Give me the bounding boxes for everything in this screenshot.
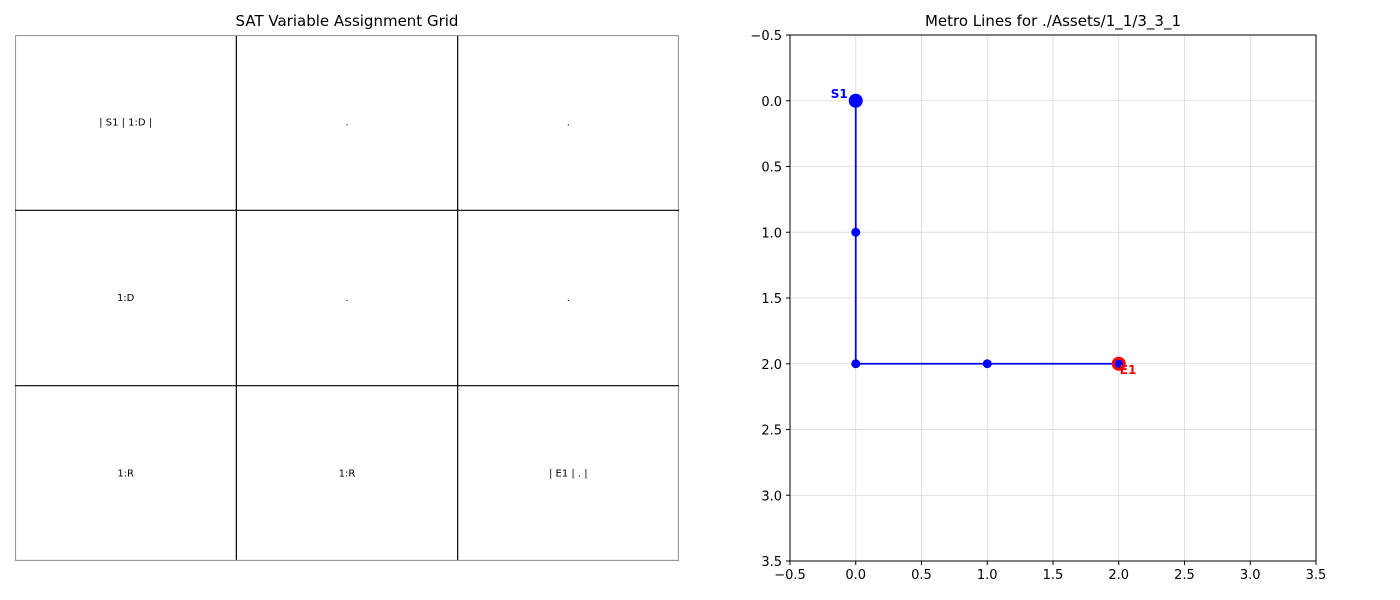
end-station-core (1114, 359, 1123, 368)
grid-cell-label: . (567, 293, 570, 304)
y-tick-label: 2.0 (761, 358, 782, 373)
grid-cell-label: | E1 | . | (549, 468, 588, 479)
y-tick-label: 3.5 (761, 555, 782, 570)
y-tick-label: 0.5 (761, 161, 782, 176)
y-tick-label: 3.0 (761, 489, 782, 504)
end-station-label: E1 (1120, 363, 1137, 377)
start-station-marker (848, 93, 863, 108)
x-tick-label: 1.0 (977, 568, 998, 583)
sat-grid-title: SAT Variable Assignment Grid (235, 12, 459, 30)
y-tick-label: 0.0 (761, 95, 782, 110)
x-tick-label: 2.0 (1108, 568, 1129, 583)
y-tick-label: 2.5 (761, 424, 782, 439)
sat-grid-svg: | S1 | 1:D |. . 1:D. . 1:R 1:R | E1 | . | (14, 34, 680, 562)
sat-grid: | S1 | 1:D |.. 1:D.. 1:R 1:R | E1 | . | (14, 34, 680, 562)
grid-cell-label: . (345, 118, 348, 129)
start-station-label: S1 (831, 87, 848, 101)
metro-chart-title: Metro Lines for ./Assets/1_1/3_3_1 (924, 12, 1182, 30)
grid-cell-label: 1:R (117, 468, 134, 479)
x-tick-label: 1.5 (1043, 568, 1064, 583)
grid-cell-label: 1:R (339, 468, 356, 479)
x-tick-label: 3.0 (1240, 568, 1261, 583)
x-tick-label: 0.0 (845, 568, 866, 583)
metro-station-point (851, 359, 861, 369)
grid-cell-label: | S1 | 1:D | (99, 118, 152, 129)
x-tick-label: 0.5 (911, 568, 932, 583)
x-tick-label: 3.5 (1306, 568, 1327, 583)
y-tick-label: 1.0 (761, 226, 782, 241)
y-tick-label: 1.5 (761, 292, 782, 307)
metro-station-point (982, 359, 992, 369)
grid-cell-label: . (345, 293, 348, 304)
metro-station-point (851, 227, 861, 237)
grid-cell-label: 1:D (117, 293, 135, 304)
grid-cell-label: . (567, 118, 570, 129)
x-tick-label: −0.5 (774, 568, 806, 583)
x-tick-label: 2.5 (1174, 568, 1195, 583)
y-tick-label: −0.5 (750, 29, 782, 44)
